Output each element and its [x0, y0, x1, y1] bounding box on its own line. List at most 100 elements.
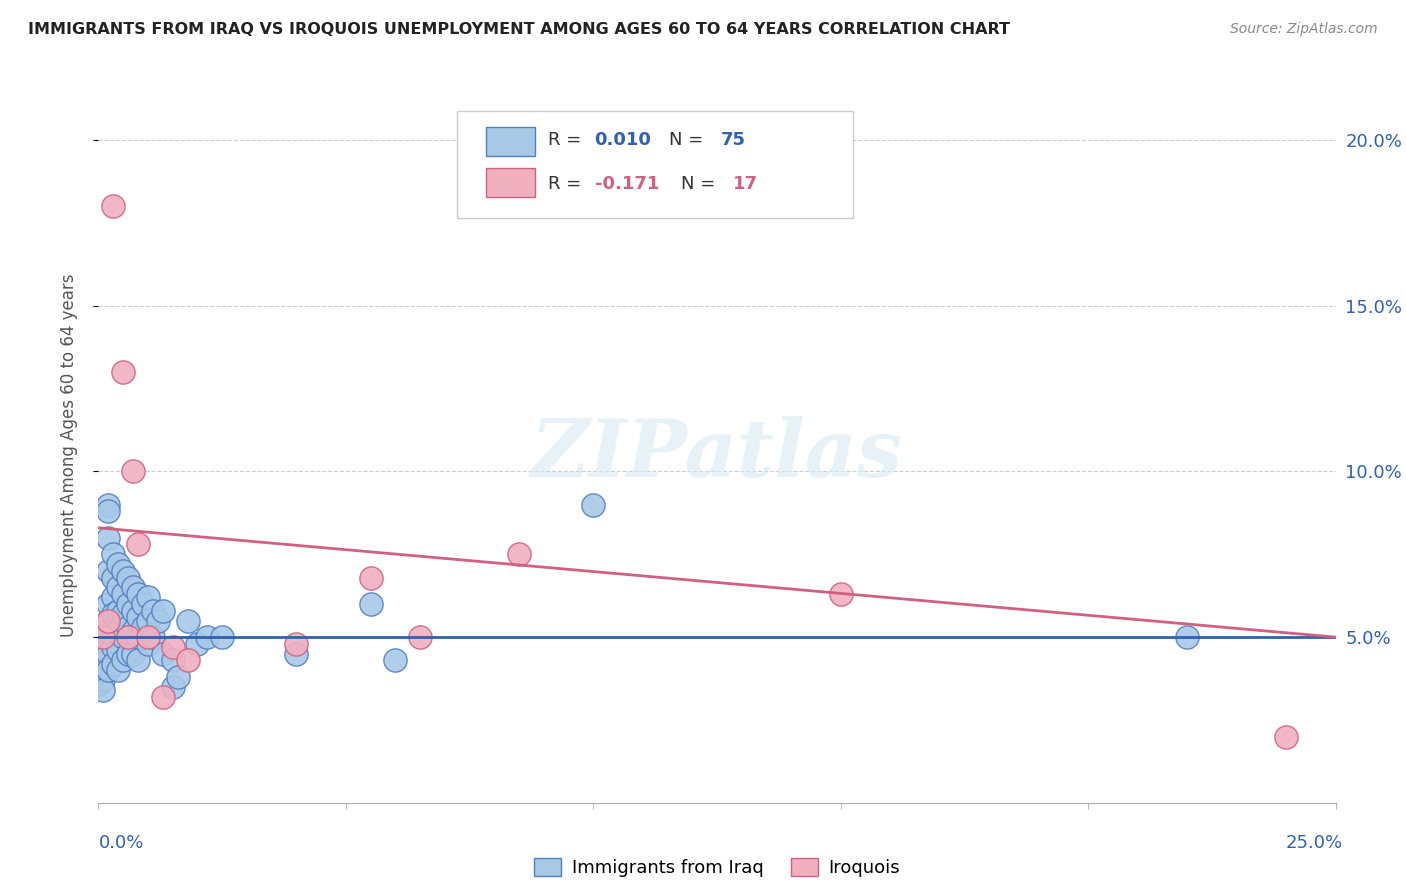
Point [93, 624, 115, 638]
Point [127, 537, 149, 551]
Point [166, 670, 188, 684]
FancyBboxPatch shape [485, 169, 536, 197]
Point [117, 570, 139, 584]
Point [93, 633, 115, 648]
Text: 0.0%: 0.0% [98, 834, 143, 852]
FancyBboxPatch shape [485, 127, 536, 156]
Point [195, 630, 218, 644]
Point [127, 653, 149, 667]
Text: N =: N = [681, 175, 721, 193]
Point [93, 673, 115, 688]
Point [409, 630, 432, 644]
Point [176, 653, 198, 667]
Point [136, 630, 159, 644]
Point [112, 365, 135, 379]
Text: ZIPatlas: ZIPatlas [531, 417, 903, 493]
Point [142, 630, 165, 644]
Point [136, 591, 159, 605]
Point [117, 597, 139, 611]
Point [285, 647, 308, 661]
Point [122, 647, 145, 661]
Point [107, 624, 129, 638]
Text: 75: 75 [721, 131, 745, 149]
Point [112, 653, 135, 667]
Point [87, 640, 110, 654]
Point [142, 604, 165, 618]
Point [136, 614, 159, 628]
Point [162, 653, 184, 667]
Y-axis label: Unemployment Among Ages 60 to 64 years: Unemployment Among Ages 60 to 64 years [59, 273, 77, 637]
Point [97, 504, 120, 518]
Text: Source: ZipAtlas.com: Source: ZipAtlas.com [1230, 22, 1378, 37]
Point [93, 643, 115, 657]
Text: R =: R = [547, 131, 586, 149]
Point [93, 683, 115, 698]
Point [97, 614, 120, 628]
Point [93, 624, 115, 638]
Point [97, 614, 120, 628]
Point [87, 630, 110, 644]
FancyBboxPatch shape [457, 111, 853, 219]
Point [107, 558, 129, 572]
Text: 17: 17 [733, 175, 758, 193]
Point [87, 663, 110, 677]
Point [211, 630, 233, 644]
Point [87, 676, 110, 690]
Point [122, 581, 145, 595]
Point [127, 610, 149, 624]
Point [152, 690, 174, 704]
Point [103, 547, 125, 561]
Point [162, 680, 184, 694]
Point [87, 653, 110, 667]
Point [146, 614, 169, 628]
Legend: Immigrants from Iraq, Iroquois: Immigrants from Iraq, Iroquois [527, 850, 907, 884]
Point [112, 587, 135, 601]
Point [127, 587, 149, 601]
Point [103, 199, 125, 213]
Point [1275, 730, 1298, 744]
Point [103, 591, 125, 605]
Point [97, 597, 120, 611]
Text: IMMIGRANTS FROM IRAQ VS IROQUOIS UNEMPLOYMENT AMONG AGES 60 TO 64 YEARS CORRELAT: IMMIGRANTS FROM IRAQ VS IROQUOIS UNEMPLO… [28, 22, 1010, 37]
Text: -0.171: -0.171 [595, 175, 659, 193]
Point [107, 643, 129, 657]
Point [830, 587, 852, 601]
Point [103, 657, 125, 671]
Point [107, 663, 129, 677]
Point [384, 653, 406, 667]
Point [122, 604, 145, 618]
Point [97, 647, 120, 661]
Point [152, 647, 174, 661]
Point [176, 614, 198, 628]
Point [97, 498, 120, 512]
Point [107, 604, 129, 618]
Point [117, 647, 139, 661]
Point [97, 663, 120, 677]
Point [112, 564, 135, 578]
Point [1175, 630, 1198, 644]
Point [97, 564, 120, 578]
Point [117, 620, 139, 634]
Point [132, 620, 155, 634]
Point [122, 465, 145, 479]
Point [93, 663, 115, 677]
Point [162, 640, 184, 654]
Point [97, 630, 120, 644]
Point [508, 547, 530, 561]
Point [93, 633, 115, 648]
Point [152, 604, 174, 618]
Point [285, 637, 308, 651]
Point [103, 570, 125, 584]
Point [93, 653, 115, 667]
Text: R =: R = [547, 175, 586, 193]
Point [107, 581, 129, 595]
Point [127, 630, 149, 644]
Point [122, 624, 145, 638]
Point [117, 630, 139, 644]
Point [132, 597, 155, 611]
Point [103, 607, 125, 621]
Point [103, 624, 125, 638]
Text: 25.0%: 25.0% [1285, 834, 1343, 852]
Point [582, 498, 605, 512]
Point [112, 630, 135, 644]
